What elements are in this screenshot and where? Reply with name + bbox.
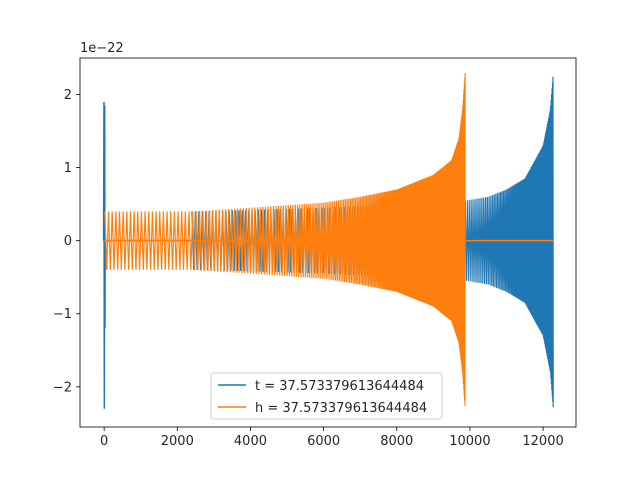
x-tick-label: 8000 [380,434,413,449]
series-layer [102,73,554,409]
x-tick-label: 4000 [234,434,267,449]
plot-frame [79,57,577,428]
series-t-burst [102,101,106,409]
legend-label-h: h = 37.573379613644484 [255,401,427,416]
y-offset-label: 1e−22 [80,41,124,56]
x-axis: 0 2000 4000 6000 8000 10000 12000 [100,427,564,449]
series-h [104,73,554,406]
x-tick-label: 12000 [522,434,563,449]
x-tick-label: 10000 [449,434,490,449]
legend-label-t: t = 37.573379613644484 [255,379,424,394]
x-tick-label: 6000 [307,434,340,449]
y-tick-label: 1 [64,161,72,176]
x-tick-label: 2000 [161,434,194,449]
y-axis: −2 −1 0 1 2 [53,88,80,395]
y-tick-label: 0 [64,234,72,249]
series-h-waveform [104,73,466,406]
y-tick-label: −2 [53,380,72,395]
y-tick-label: −1 [53,307,72,322]
y-tick-label: 2 [64,88,72,103]
legend: t = 37.573379613644484 h = 37.5733796136… [210,372,443,420]
legend-box [210,372,443,420]
x-tick-label: 0 [100,434,108,449]
